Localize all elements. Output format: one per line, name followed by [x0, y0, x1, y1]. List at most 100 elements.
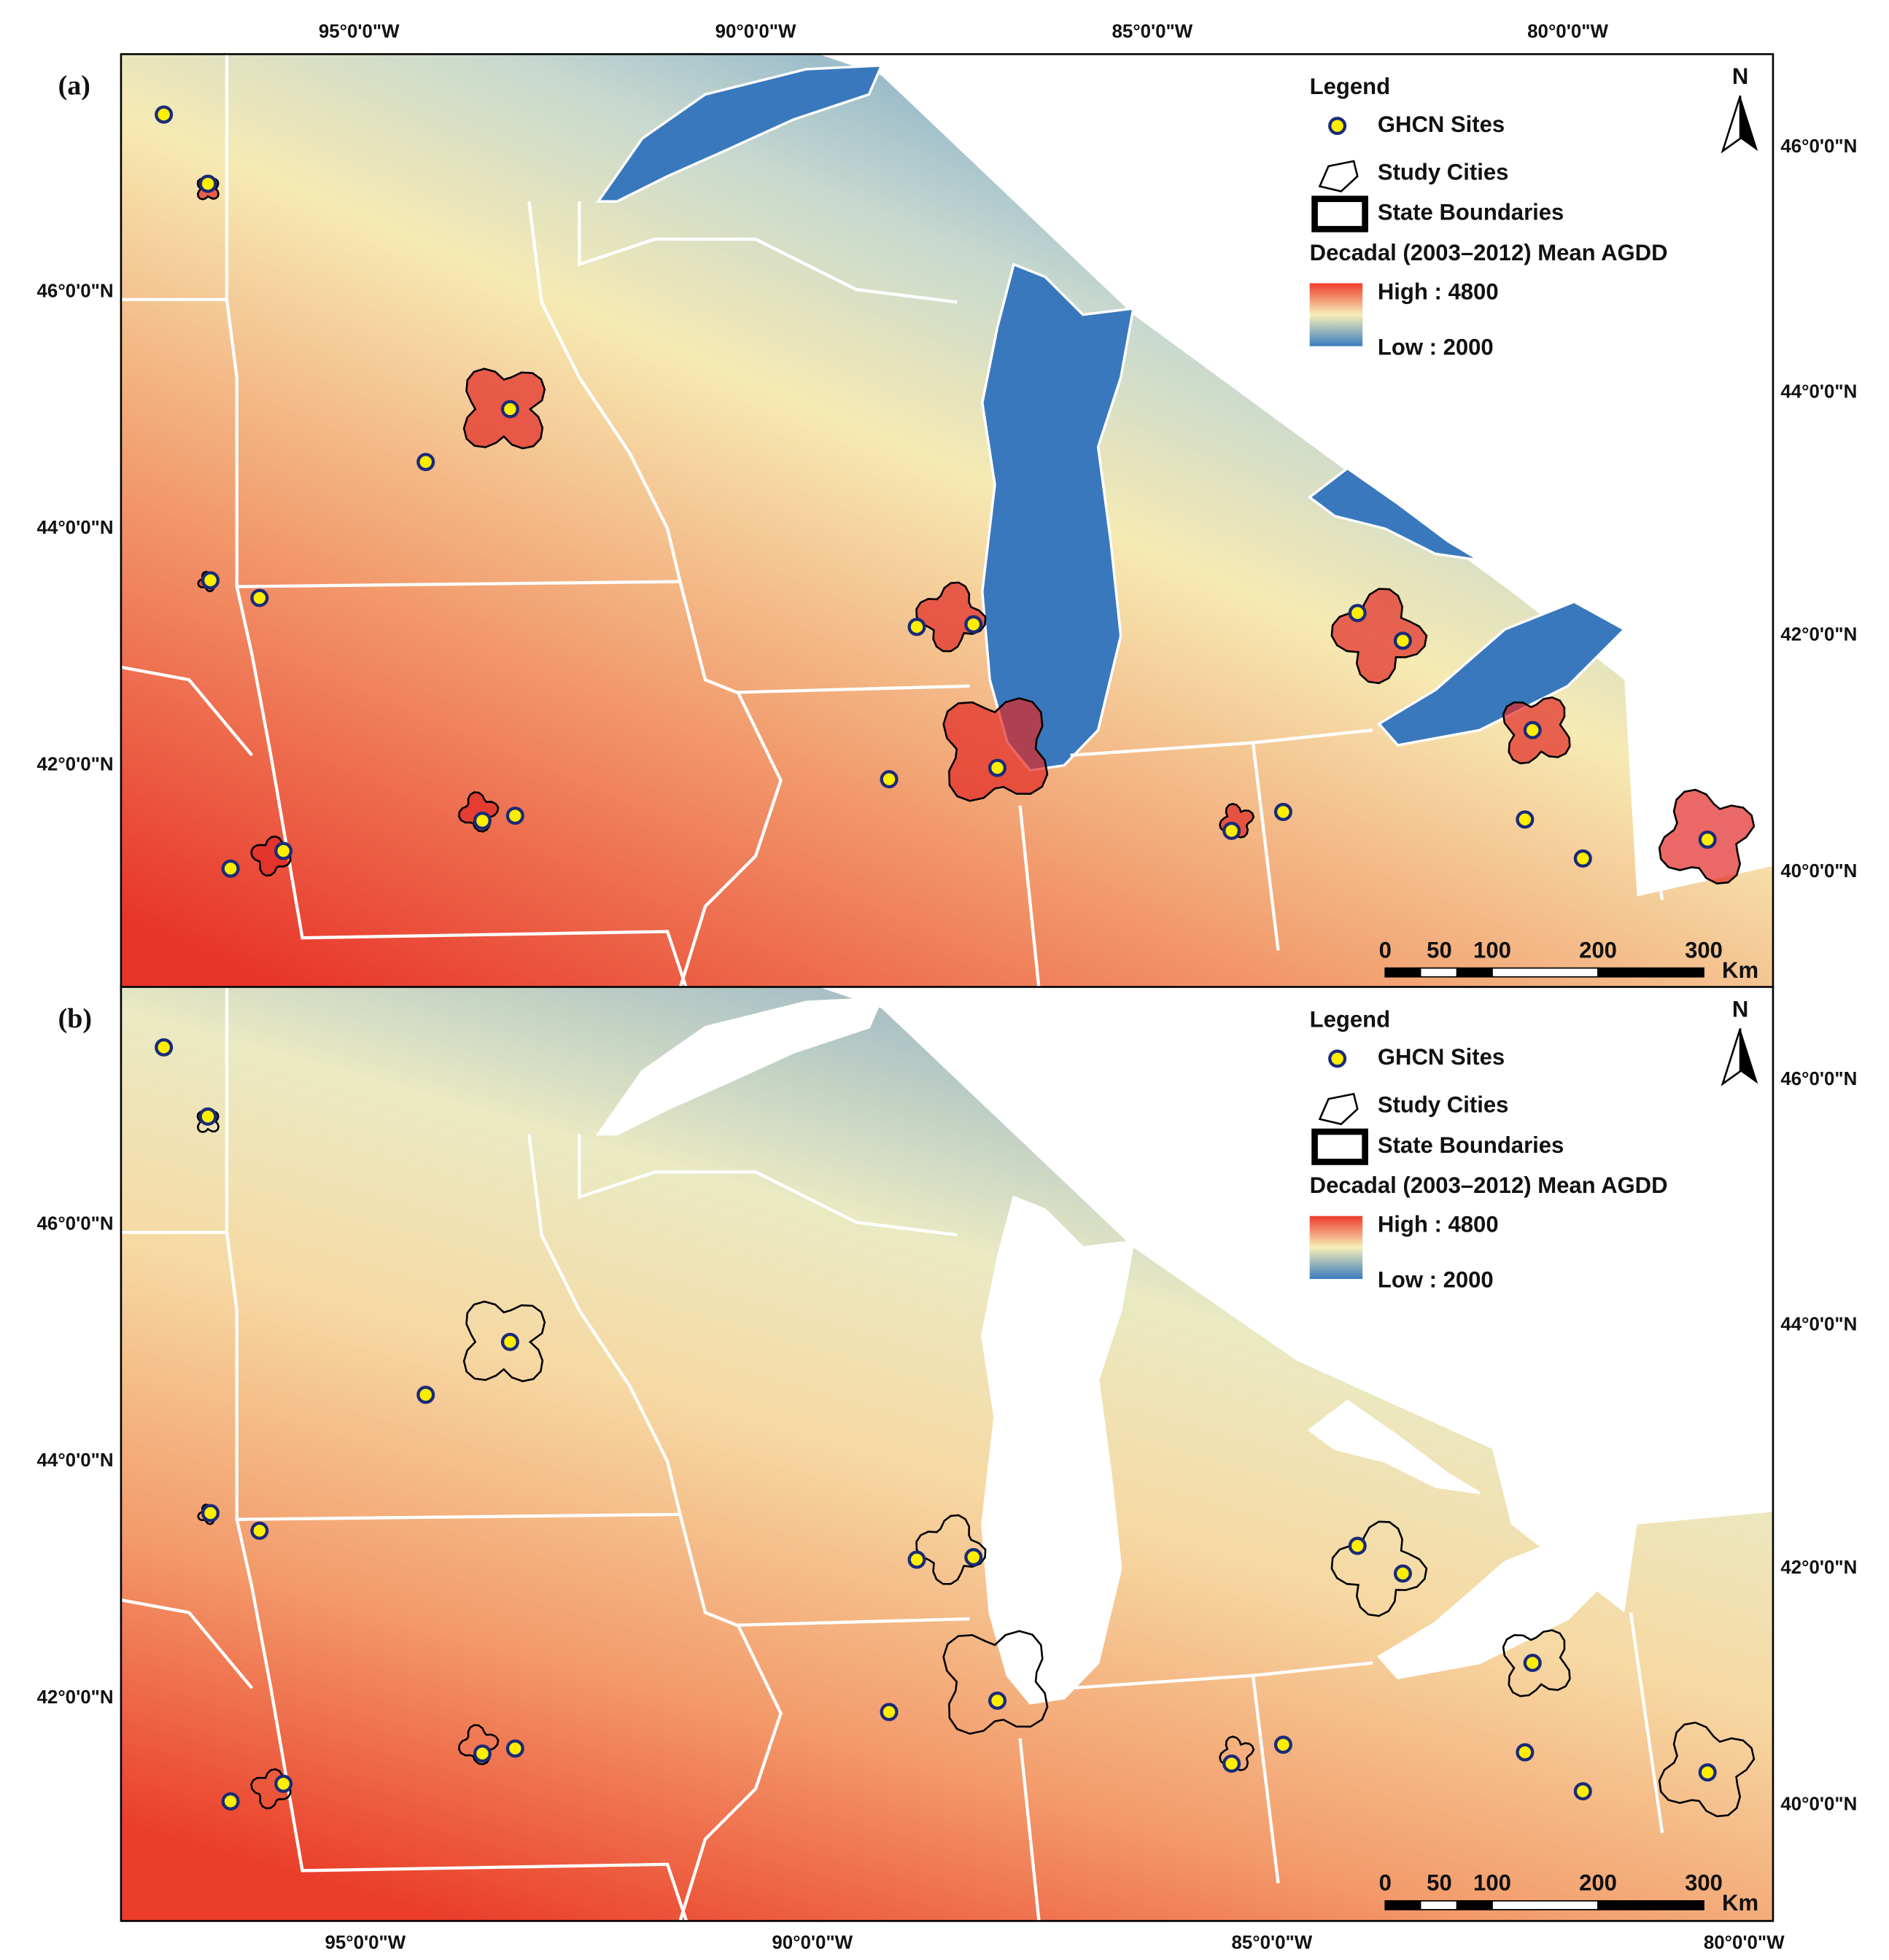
lon-label: 90°0'0"W — [715, 22, 796, 42]
legend-state-icon — [1311, 195, 1368, 233]
scale-label: 200 — [1579, 1870, 1617, 1896]
legend-ramp — [1309, 283, 1363, 346]
lake — [981, 1195, 1136, 1705]
scale-bar-segment — [1597, 1899, 1704, 1910]
scale-label: 200 — [1579, 937, 1617, 962]
ghcn-site — [1273, 803, 1292, 822]
scale-bar-segment — [1384, 967, 1421, 978]
state-boundary — [678, 1624, 783, 1921]
scale-unit: Km — [1722, 1890, 1758, 1916]
map-panel: (a) Legend GHCN Sites Study Cities State Bou… — [37, 52, 1857, 989]
study-city — [1658, 1722, 1756, 1818]
lake — [1376, 1533, 1627, 1680]
lake — [1307, 467, 1481, 561]
study-city — [915, 1514, 987, 1585]
scale-bar-segment — [1456, 1899, 1493, 1910]
lat-label: 40°0'0"N — [1780, 1794, 1857, 1814]
legend-city-icon — [1318, 160, 1359, 192]
ghcn-site — [198, 1107, 217, 1126]
lake — [595, 997, 884, 1136]
north-label: N — [1732, 997, 1748, 1022]
state-boundary — [527, 201, 970, 694]
scale-label: 300 — [1685, 937, 1723, 962]
ghcn-site — [907, 1550, 926, 1569]
lake — [595, 63, 884, 203]
ghcn-site — [1393, 631, 1412, 650]
study-city — [462, 1300, 546, 1382]
state-boundary — [527, 1134, 970, 1627]
legend-city-icon — [1318, 1092, 1359, 1126]
ghcn-site — [1523, 720, 1542, 739]
scale-label: 50 — [1427, 937, 1452, 962]
lat-label: 44°0'0"N — [1780, 381, 1857, 402]
lat-label: 46°0'0"N — [37, 1214, 114, 1234]
lon-label: 85°0'0"W — [1112, 22, 1192, 42]
lat-label: 44°0'0"N — [37, 1450, 114, 1471]
map-body — [120, 54, 1773, 989]
ghcn-site — [505, 806, 524, 825]
ghcn-site — [880, 770, 899, 789]
ghcn-site — [964, 615, 983, 634]
state-boundary — [1252, 728, 1373, 744]
study-city — [915, 581, 987, 653]
lake — [1376, 600, 1627, 747]
ghcn-site — [988, 758, 1007, 777]
legend-low: Low : 2000 — [1378, 334, 1494, 359]
study-city — [942, 1630, 1049, 1735]
ghcn-site — [1222, 821, 1241, 840]
legend-high: High : 4800 — [1378, 1212, 1499, 1237]
state-boundary — [225, 987, 680, 1521]
scale-label: 300 — [1685, 1870, 1723, 1896]
ghcn-site — [274, 841, 293, 860]
ghcn-site — [274, 1774, 293, 1793]
legend-title: Legend — [1310, 74, 1390, 99]
scale-label: 0 — [1379, 937, 1392, 962]
ghcn-site — [473, 812, 492, 831]
panel-label: (b) — [58, 1003, 92, 1034]
ghcn-site — [500, 400, 519, 419]
scale-label: 100 — [1473, 937, 1511, 962]
legend-site-icon — [1328, 117, 1347, 136]
legend-item: Study Cities — [1378, 1092, 1509, 1118]
north-arrow — [1721, 1028, 1742, 1086]
north-arrow — [1740, 96, 1758, 152]
lon-label: 85°0'0"W — [1231, 1932, 1312, 1953]
legend-item: State Boundaries — [1378, 1132, 1564, 1158]
no-data-area — [818, 987, 1773, 1613]
lat-label: 44°0'0"N — [37, 518, 114, 538]
state-boundary — [1629, 1612, 1664, 1833]
scale-bar-segment — [1597, 967, 1704, 978]
ghcn-site — [155, 1038, 174, 1057]
lat-label: 42°0'0"N — [1780, 625, 1857, 645]
scale-label: 0 — [1379, 1870, 1392, 1896]
ghcn-site — [1698, 830, 1717, 849]
state-boundary — [678, 691, 783, 989]
north-arrow — [1721, 95, 1742, 154]
panel-label: (a) — [58, 71, 90, 101]
panel-frame — [120, 986, 1774, 1922]
scale-bar-segment — [1384, 1899, 1421, 1910]
lake — [1307, 1399, 1481, 1495]
lat-label: 46°0'0"N — [37, 281, 114, 301]
north-arrow — [1740, 1028, 1758, 1084]
ghcn-site — [155, 105, 174, 124]
state-boundary — [225, 54, 680, 588]
map-panel: (b) Legend GHCN Sites Study Cities State Bou… — [37, 986, 1857, 1922]
scale-label: 100 — [1473, 1870, 1511, 1896]
ghcn-site — [198, 174, 217, 193]
ghcn-site — [416, 453, 435, 472]
study-city — [1330, 588, 1428, 685]
lat-label: 44°0'0"N — [1780, 1315, 1857, 1335]
study-city — [1502, 1629, 1571, 1698]
scale-bar-segment — [1492, 1899, 1599, 1910]
legend-site-icon — [1328, 1049, 1347, 1068]
ghcn-site — [1573, 849, 1592, 868]
lon-label: 95°0'0"W — [319, 22, 400, 42]
ghcn-site — [500, 1332, 519, 1351]
scale-unit: Km — [1722, 957, 1758, 983]
study-city — [942, 697, 1049, 802]
state-boundary — [1629, 679, 1664, 901]
ghcn-site — [250, 588, 269, 607]
ghcn-site — [1273, 1735, 1292, 1754]
